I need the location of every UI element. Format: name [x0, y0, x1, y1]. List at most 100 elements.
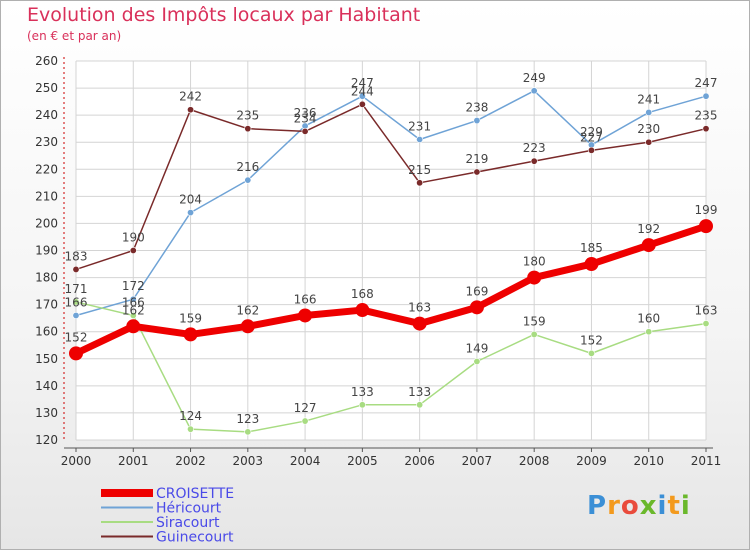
data-label: 162: [236, 303, 259, 317]
x-tick-label: 2008: [519, 454, 550, 468]
data-label: 199: [695, 203, 718, 217]
x-tick-label: 2002: [175, 454, 206, 468]
y-tick-label: 130: [35, 406, 58, 420]
data-label: 123: [236, 412, 259, 426]
y-tick-label: 210: [35, 189, 58, 203]
data-point: [187, 106, 195, 114]
series-line-guinecourt: [75, 103, 707, 271]
data-point: [473, 357, 481, 365]
data-point: [72, 311, 80, 319]
data-label: 133: [408, 385, 431, 399]
data-point: [645, 328, 653, 336]
data-point: [187, 425, 195, 433]
data-point: [702, 125, 710, 133]
data-point: [641, 238, 656, 253]
data-point: [72, 298, 80, 306]
data-point: [584, 257, 599, 272]
data-label: 185: [580, 241, 603, 255]
y-tick-label: 150: [35, 352, 58, 366]
data-label: 133: [351, 385, 374, 399]
data-label: 166: [65, 295, 88, 309]
data-point: [129, 311, 137, 319]
legend-label: CROISETTE: [156, 486, 234, 502]
data-label: 204: [179, 193, 202, 207]
y-tick-label: 170: [35, 298, 58, 312]
data-label: 219: [465, 152, 488, 166]
data-label: 242: [179, 90, 202, 104]
x-tick-label: 2009: [576, 454, 607, 468]
x-tick-label: 2007: [462, 454, 493, 468]
data-label: 166: [294, 292, 317, 306]
data-point: [587, 146, 595, 154]
data-point: [126, 319, 141, 334]
y-tick-label: 190: [35, 244, 58, 258]
data-label: 236: [294, 106, 317, 120]
data-label: 163: [408, 301, 431, 315]
data-label: 234: [294, 111, 317, 125]
data-label: 172: [122, 279, 145, 293]
data-label: 227: [580, 130, 603, 144]
data-point: [301, 127, 309, 135]
series-line-siracourt: [75, 301, 707, 433]
series-line-croisette: [72, 222, 710, 357]
data-point: [244, 125, 252, 133]
data-label: 159: [523, 314, 546, 328]
data-label: 192: [637, 222, 660, 236]
data-label: 124: [179, 409, 202, 423]
y-tick-label: 220: [35, 162, 58, 176]
chart-title: Evolution des Impôts locaux par Habitant: [27, 4, 421, 26]
data-point: [69, 346, 83, 361]
data-point: [473, 117, 481, 125]
data-point: [473, 168, 481, 176]
data-label: 247: [695, 76, 718, 90]
data-label: 231: [408, 120, 431, 134]
y-tick-label: 120: [35, 433, 58, 447]
chart-subtitle: (en € et par an): [27, 29, 122, 43]
y-tick-label: 250: [35, 81, 58, 95]
legend-label: Siracourt: [156, 515, 220, 531]
data-label: 149: [465, 341, 488, 355]
data-label: 229: [580, 125, 603, 139]
x-tick-label: 2000: [61, 454, 92, 468]
data-point: [244, 428, 252, 436]
data-label: 169: [465, 284, 488, 298]
y-tick-label: 200: [35, 216, 58, 230]
data-label: 162: [122, 303, 145, 317]
data-point: [301, 417, 309, 425]
data-label: 244: [351, 84, 374, 98]
data-point: [244, 176, 252, 184]
data-label: 247: [351, 76, 374, 90]
x-tick-label: 2006: [404, 454, 435, 468]
data-label: 215: [408, 163, 431, 177]
data-point: [358, 92, 366, 100]
data-label: 163: [695, 304, 718, 318]
data-label: 216: [236, 160, 259, 174]
data-point: [699, 219, 713, 234]
x-tick-label: 2011: [691, 454, 722, 468]
data-point: [702, 320, 710, 328]
data-label: 152: [65, 330, 88, 344]
data-point: [645, 138, 653, 146]
data-label: 160: [637, 312, 660, 326]
data-point: [358, 100, 366, 108]
data-point: [298, 308, 313, 323]
data-point: [183, 327, 198, 342]
data-point: [416, 179, 424, 187]
data-point: [469, 300, 484, 315]
data-label: 127: [294, 401, 317, 415]
x-tick-label: 2001: [118, 454, 149, 468]
data-point: [355, 303, 370, 318]
data-label: 223: [523, 141, 546, 155]
proxiti-logo: Proxiti: [587, 491, 691, 521]
data-label: 235: [695, 109, 718, 123]
data-label: 159: [179, 311, 202, 325]
legend-label: Héricourt: [156, 501, 222, 517]
data-point: [530, 330, 538, 338]
y-tick-label: 240: [35, 108, 58, 122]
data-point: [702, 92, 710, 100]
x-tick-label: 2005: [347, 454, 378, 468]
x-tick-label: 2010: [633, 454, 664, 468]
data-label: 241: [637, 92, 660, 106]
data-point: [129, 295, 137, 303]
